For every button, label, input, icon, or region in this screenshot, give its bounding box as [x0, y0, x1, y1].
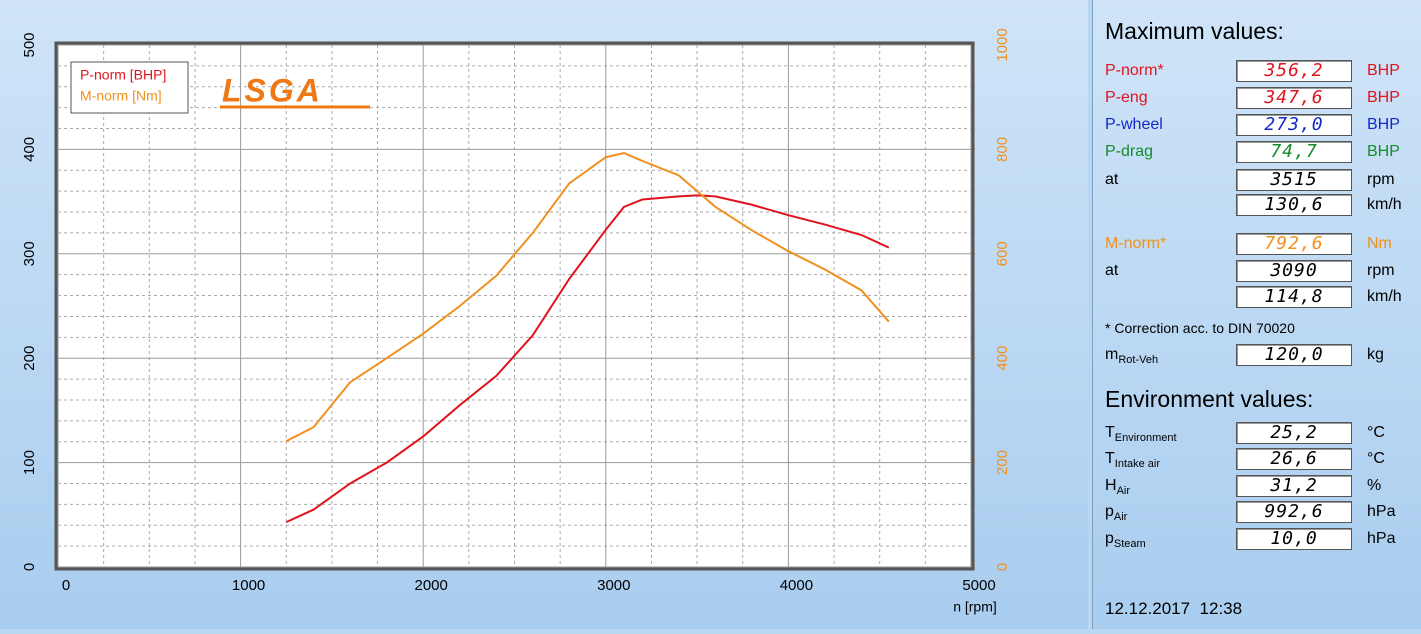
x-tick-label: 1000 — [232, 577, 265, 594]
unit: hPa — [1367, 530, 1396, 547]
unit: °C — [1367, 450, 1385, 467]
label-text: P-wheel — [1105, 116, 1163, 133]
row-label: TEnvironment — [1105, 423, 1177, 448]
legend-box — [70, 61, 189, 114]
y-tick-label: 200 — [21, 346, 38, 371]
value-box: 114,8 — [1236, 286, 1352, 308]
label-text: P-norm* — [1105, 62, 1164, 79]
series-line — [285, 194, 890, 524]
value-box: 10,0 — [1236, 528, 1352, 550]
label-text: T — [1105, 450, 1115, 467]
y-tick-label: 300 — [21, 241, 38, 266]
row-label: HAir — [1105, 476, 1130, 501]
row-label: P-norm* — [1105, 61, 1164, 81]
x-axis-label: n [rpm] — [953, 599, 997, 615]
label-text: at — [1105, 171, 1119, 188]
footnote: * Correction acc. to DIN 70020 — [1105, 320, 1295, 336]
value-box: 120,0 — [1236, 344, 1352, 366]
unit: % — [1367, 477, 1382, 494]
unit: rpm — [1367, 171, 1395, 188]
x-tick-label: 0 — [62, 577, 70, 594]
label-subscript: Environment — [1114, 432, 1177, 445]
label-text: at — [1105, 262, 1119, 279]
unit: kg — [1367, 346, 1384, 363]
value-box: 356,2 — [1236, 60, 1352, 82]
legend-entry: P-norm [BHP] — [80, 67, 166, 83]
panel-title: Environment values: — [1105, 386, 1314, 412]
label-subscript: Air — [1116, 485, 1131, 498]
y2-tick-label: 1000 — [994, 28, 1011, 61]
unit: rpm — [1367, 262, 1395, 279]
value-box: 74,7 — [1236, 141, 1352, 163]
label-subscript: Intake air — [1114, 458, 1161, 471]
row-label: at — [1105, 261, 1118, 281]
value-box: 25,2 — [1236, 422, 1352, 444]
label-subscript: Steam — [1113, 538, 1146, 551]
label-text: H — [1105, 477, 1117, 494]
value-box: 992,6 — [1236, 501, 1352, 523]
panel-title: Maximum values: — [1105, 18, 1284, 44]
series-line — [285, 152, 890, 443]
x-tick-label: 2000 — [415, 577, 448, 594]
unit: BHP — [1367, 89, 1400, 106]
label-subscript: Air — [1113, 511, 1128, 524]
label-text: m — [1105, 346, 1119, 363]
unit: km/h — [1367, 196, 1402, 213]
row-label: pAir — [1105, 502, 1127, 527]
row-label: mRot-Veh — [1105, 345, 1158, 370]
timestamp: 12.12.2017 12:38 — [1105, 599, 1243, 618]
label-text: P-eng — [1105, 89, 1148, 106]
label-text: P-drag — [1105, 143, 1154, 160]
value-box: 31,2 — [1236, 475, 1352, 497]
label-subscript: Rot-Veh — [1118, 354, 1159, 367]
logo: LSGA — [222, 72, 323, 108]
y-tick-label: 500 — [21, 32, 38, 57]
row-label: P-wheel — [1105, 115, 1163, 135]
y2-tick-label: 400 — [994, 346, 1011, 371]
unit: BHP — [1367, 116, 1400, 133]
value-box: 26,6 — [1236, 448, 1352, 470]
x-tick-label: 5000 — [962, 577, 995, 594]
y2-tick-label: 200 — [994, 450, 1011, 475]
unit: BHP — [1367, 143, 1400, 160]
y2-tick-label: 600 — [994, 241, 1011, 266]
label-text: p — [1105, 530, 1114, 547]
value-box: 3515 — [1236, 169, 1352, 191]
row-label: at — [1105, 170, 1118, 190]
x-tick-label: 3000 — [597, 577, 630, 594]
value-box: 273,0 — [1236, 114, 1352, 136]
value-box: 130,6 — [1236, 194, 1352, 216]
unit: hPa — [1367, 503, 1396, 520]
values-panel: Maximum values: P-norm* 356,2 BHP P-eng 347,6… — [1092, 0, 1421, 629]
y-tick-label: 100 — [21, 450, 38, 475]
value-box: 3090 — [1236, 260, 1352, 282]
x-tick-label: 4000 — [780, 577, 813, 594]
chart: 0 1000 2000 3000 4000 50000100200300400500020… — [21, 28, 1011, 615]
unit: BHP — [1367, 62, 1400, 79]
row-label: P-drag — [1105, 142, 1153, 162]
chart-panel: 0 1000 2000 3000 4000 5000 0 100 200 300 400 500 0 20… — [0, 0, 1088, 629]
row-label: TIntake air — [1105, 449, 1160, 474]
value-box: 347,6 — [1236, 87, 1352, 109]
label-text: T — [1105, 424, 1115, 441]
y-tick-label: 0 — [21, 563, 38, 571]
row-label: M-norm* — [1105, 234, 1166, 254]
label-text: p — [1105, 503, 1114, 520]
unit: Nm — [1367, 235, 1392, 252]
y2-tick-label: 800 — [994, 137, 1011, 162]
plot-frame — [54, 41, 975, 571]
y-tick-label: 400 — [21, 137, 38, 162]
value-box: 792,6 — [1236, 233, 1352, 255]
y2-tick-label: 0 — [994, 563, 1011, 571]
row-label: pSteam — [1105, 529, 1146, 554]
legend-entry: M-norm [Nm] — [80, 88, 162, 104]
label-text: M-norm* — [1105, 235, 1167, 252]
unit: °C — [1367, 424, 1385, 441]
row-label: P-eng — [1105, 88, 1148, 108]
unit: km/h — [1367, 288, 1402, 305]
